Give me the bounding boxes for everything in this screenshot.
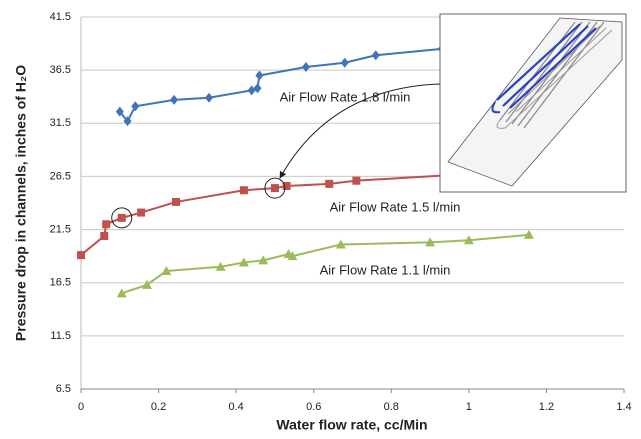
point (102, 220, 110, 228)
point (240, 186, 248, 194)
point (255, 70, 263, 80)
y-tick-label: 31.5 (50, 117, 71, 129)
y-tick-label: 16.5 (50, 277, 71, 289)
x-tick-label: 0.4 (228, 401, 243, 413)
point (77, 251, 85, 259)
point (172, 198, 180, 206)
chart: 6.5 11.5 16.5 21.5 26.5 31.5 36.5 41.5 0 0.2 0.4 0.… (0, 0, 641, 439)
x-tick-label: 1 (466, 401, 472, 413)
page: {"chart_data": {"type": "line", "x_label… (0, 0, 641, 439)
y-tick-label: 41.5 (50, 11, 71, 23)
x-axis-title: Water flow rate, cc/Min (276, 417, 427, 433)
annotation: Air Flow Rate 1.8 l/min (280, 89, 411, 104)
x-tick-label: 1.4 (616, 401, 631, 413)
x-tick-label: 0 (78, 401, 84, 413)
inset-figure (440, 14, 626, 192)
point (248, 85, 256, 95)
y-tick-label: 6.5 (56, 383, 71, 395)
y-tick-label: 36.5 (50, 64, 71, 76)
point (341, 58, 349, 68)
point (253, 83, 261, 93)
y-tick-label: 21.5 (50, 223, 71, 235)
point (205, 93, 213, 103)
series-line (120, 49, 442, 121)
annotation: Air Flow Rate 1.1 l/min (320, 262, 451, 277)
point (325, 180, 333, 188)
point (118, 214, 126, 222)
point (372, 50, 380, 60)
point (271, 184, 279, 192)
y-tick-label: 26.5 (50, 170, 71, 182)
y-axis-title: Pressure drop in channels, inches of H₂O (13, 65, 29, 341)
x-tick-label: 0.8 (384, 401, 399, 413)
point (352, 177, 360, 185)
x-tick-label: 0.6 (306, 401, 321, 413)
x-tick-label: 0.2 (151, 401, 166, 413)
point (137, 209, 145, 217)
point (100, 232, 108, 240)
x-tick-label: 1.2 (539, 401, 554, 413)
annotation: Air Flow Rate 1.5 l/min (330, 199, 461, 214)
y-tick-label: 11.5 (50, 330, 71, 342)
point (170, 95, 178, 105)
